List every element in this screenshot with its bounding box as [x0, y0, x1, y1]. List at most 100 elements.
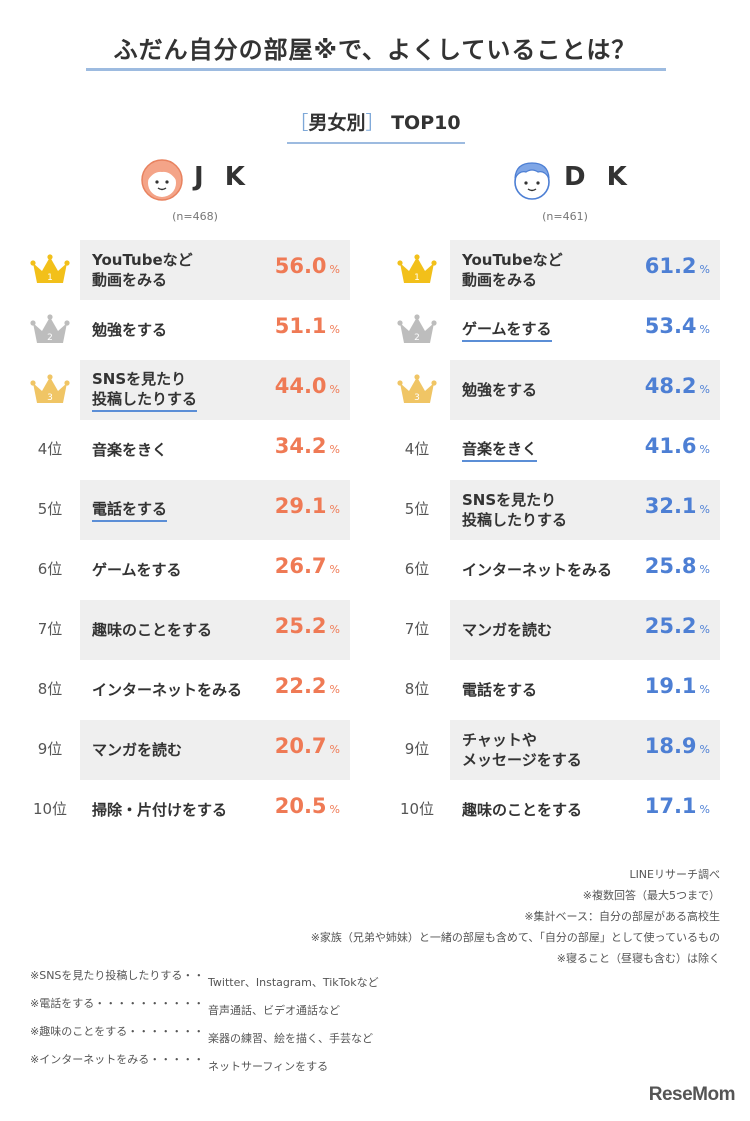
- activity-label: 電話をする: [462, 660, 630, 720]
- table-row: インターネットをみる 25.8%: [450, 540, 720, 600]
- rank-cell: 4位: [25, 420, 75, 480]
- value-number: 26.7: [274, 554, 327, 578]
- value-number: 48.2: [644, 374, 697, 398]
- activity-label-text: ゲームをする: [92, 561, 182, 579]
- activity-label: SNSを見たり 投稿したりする: [462, 480, 630, 540]
- activity-label: 趣味のことをする: [92, 600, 260, 660]
- value-unit: %: [699, 323, 710, 336]
- value-number: 20.5: [274, 794, 327, 818]
- definition-value: 音声通話、ビデオ通話など: [208, 1004, 340, 1017]
- definition-note: ※趣味のことをする・・・・・・・・・・・・・・楽器の練習、絵を描く、手芸など: [30, 1021, 379, 1049]
- table-row: 趣味のことをする 25.2%: [80, 600, 350, 660]
- rank-label: 5位: [37, 500, 63, 518]
- percentage-value: 25.2%: [645, 614, 710, 638]
- activity-label: インターネットをみる: [462, 540, 630, 600]
- percentage-value: 53.4%: [645, 314, 710, 338]
- activity-label-text: 音楽をきく: [462, 439, 538, 462]
- value-unit: %: [329, 323, 340, 336]
- crown-rank-number: 2: [47, 333, 53, 343]
- value-unit: %: [699, 563, 710, 576]
- value-unit: %: [329, 383, 340, 396]
- percentage-value: 26.7%: [275, 554, 340, 578]
- percentage-value: 29.1%: [275, 494, 340, 518]
- rank-cell: 4位: [392, 420, 442, 480]
- activity-label-text: ゲームをする: [462, 319, 552, 342]
- activity-label-text: 電話をする: [92, 499, 168, 522]
- table-row: 音楽をきく 34.2%: [80, 420, 350, 480]
- activity-label-text: 勉強をする: [92, 321, 168, 339]
- value-number: 41.6: [644, 434, 697, 458]
- subtitle-top: TOP10: [391, 112, 461, 134]
- page-title: ふだん自分の部屋※で、よくしていることは？: [113, 36, 637, 64]
- rank-cell: 10位: [25, 780, 75, 840]
- activity-label: 電話をする: [92, 480, 260, 540]
- crown-rank-number: 1: [414, 273, 420, 283]
- value-unit: %: [699, 683, 710, 696]
- rank-label: 6位: [404, 560, 430, 578]
- value-unit: %: [699, 743, 710, 756]
- survey-note: ※寝ること（昼寝も含む）は除く: [556, 952, 720, 965]
- activity-label-text: マンガを読む: [462, 621, 553, 639]
- survey-note: ※複数回答（最大5つまで）: [582, 889, 720, 902]
- rank-label: 10位: [32, 800, 68, 818]
- rank-label: 4位: [37, 440, 63, 458]
- activity-label-text: 掃除・片付けをする: [92, 801, 228, 819]
- activity-label: マンガを読む: [92, 720, 260, 780]
- activity-label: 音楽をきく: [462, 420, 630, 480]
- crown-icon: 3: [397, 374, 437, 403]
- girl-face-icon: [141, 159, 183, 201]
- table-row: 勉強をする 48.2%: [450, 360, 720, 420]
- percentage-value: 41.6%: [645, 434, 710, 458]
- dk-title: D K: [564, 162, 633, 192]
- rank-cell: 7位: [392, 600, 442, 660]
- table-row: YouTubeなど 動画をみる 61.2%: [450, 240, 720, 300]
- activity-label: 趣味のことをする: [462, 780, 630, 840]
- rank-cell: 6位: [392, 540, 442, 600]
- definition-value: Twitter、Instagram、TikTokなど: [208, 976, 379, 989]
- value-number: 25.2: [274, 614, 327, 638]
- activity-label: マンガを読む: [462, 600, 630, 660]
- value-unit: %: [329, 263, 340, 276]
- activity-label-text: SNSを見たり 投稿したりする: [92, 369, 198, 412]
- value-number: 32.1: [644, 494, 697, 518]
- activity-label-text: SNSを見たり 投稿したりする: [462, 491, 568, 529]
- value-number: 56.0: [274, 254, 327, 278]
- value-unit: %: [329, 443, 340, 456]
- definition-key: ※SNSを見たり投稿したりする・・・・: [30, 969, 208, 982]
- definition-note: ※電話をする・・・・・・・・・・・・・・・・・・・・音声通話、ビデオ通話など: [30, 993, 379, 1021]
- subtitle-label: 男女別: [308, 112, 366, 134]
- percentage-value: 34.2%: [275, 434, 340, 458]
- rank-cell: 9位: [25, 720, 75, 780]
- table-row: 音楽をきく 41.6%: [450, 420, 720, 480]
- percentage-value: 44.0%: [275, 374, 340, 398]
- crown-icon: 3: [30, 374, 70, 403]
- subtitle: ［男女別］ TOP10: [0, 108, 750, 135]
- value-number: 20.7: [274, 734, 327, 758]
- subtitle-bracket-open: ［: [289, 112, 309, 134]
- percentage-value: 17.1%: [645, 794, 710, 818]
- survey-note: ※集計ベース：自分の部屋がある高校生: [524, 910, 720, 923]
- value-unit: %: [329, 503, 340, 516]
- table-row: マンガを読む 20.7%: [80, 720, 350, 780]
- rank-cell: 2: [25, 300, 75, 360]
- definition-key: ※趣味のことをする・・・・・・・・・・・・・・: [30, 1025, 208, 1038]
- table-row: 電話をする 19.1%: [450, 660, 720, 720]
- rank-label: 7位: [37, 620, 63, 638]
- value-unit: %: [329, 623, 340, 636]
- rank-label: 9位: [404, 740, 430, 758]
- crown-icon: 2: [30, 314, 70, 343]
- rank-cell: 9位: [392, 720, 442, 780]
- activity-label-text: インターネットをみる: [462, 561, 613, 579]
- rank-cell: 7位: [25, 600, 75, 660]
- percentage-value: 25.8%: [645, 554, 710, 578]
- activity-label: YouTubeなど 動画をみる: [92, 240, 260, 300]
- table-row: インターネットをみる 22.2%: [80, 660, 350, 720]
- rank-cell: 6位: [25, 540, 75, 600]
- activity-label: ゲームをする: [92, 540, 260, 600]
- value-unit: %: [699, 803, 710, 816]
- value-unit: %: [329, 563, 340, 576]
- activity-label-text: マンガを読む: [92, 741, 183, 759]
- definition-key: ※電話をする・・・・・・・・・・・・・・・・・・・・: [30, 997, 208, 1010]
- definition-note: ※インターネットをみる・・・・・・・・・・・ネットサーフィンをする: [30, 1049, 379, 1077]
- value-number: 25.8: [644, 554, 697, 578]
